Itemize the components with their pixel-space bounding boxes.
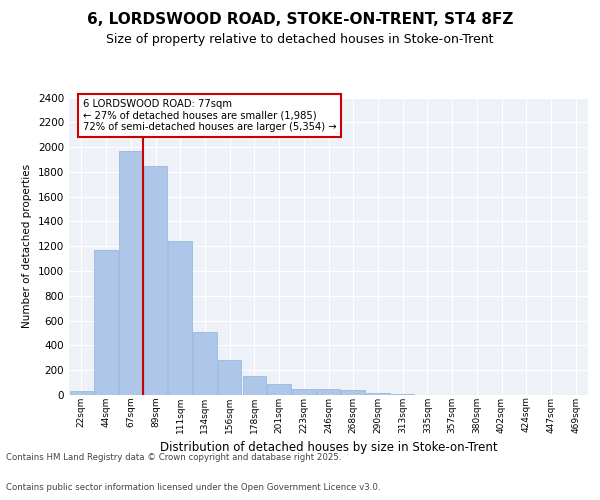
Text: 6 LORDSWOOD ROAD: 77sqm
← 27% of detached houses are smaller (1,985)
72% of semi: 6 LORDSWOOD ROAD: 77sqm ← 27% of detache… <box>83 98 336 132</box>
Bar <box>242 376 266 395</box>
Bar <box>119 151 143 395</box>
Bar <box>341 390 365 395</box>
Bar <box>94 250 118 395</box>
Text: Size of property relative to detached houses in Stoke-on-Trent: Size of property relative to detached ho… <box>106 32 494 46</box>
Bar <box>391 394 415 395</box>
Bar <box>317 389 340 395</box>
Text: Contains HM Land Registry data © Crown copyright and database right 2025.: Contains HM Land Registry data © Crown c… <box>6 454 341 462</box>
Bar <box>193 332 217 395</box>
Bar <box>268 384 291 395</box>
Bar <box>70 392 93 395</box>
Bar <box>169 242 192 395</box>
Y-axis label: Number of detached properties: Number of detached properties <box>22 164 32 328</box>
Bar <box>144 166 167 395</box>
Text: 6, LORDSWOOD ROAD, STOKE-ON-TRENT, ST4 8FZ: 6, LORDSWOOD ROAD, STOKE-ON-TRENT, ST4 8… <box>87 12 513 28</box>
Bar <box>218 360 241 395</box>
X-axis label: Distribution of detached houses by size in Stoke-on-Trent: Distribution of detached houses by size … <box>160 441 497 454</box>
Bar <box>292 389 316 395</box>
Text: Contains public sector information licensed under the Open Government Licence v3: Contains public sector information licen… <box>6 484 380 492</box>
Bar <box>366 392 389 395</box>
